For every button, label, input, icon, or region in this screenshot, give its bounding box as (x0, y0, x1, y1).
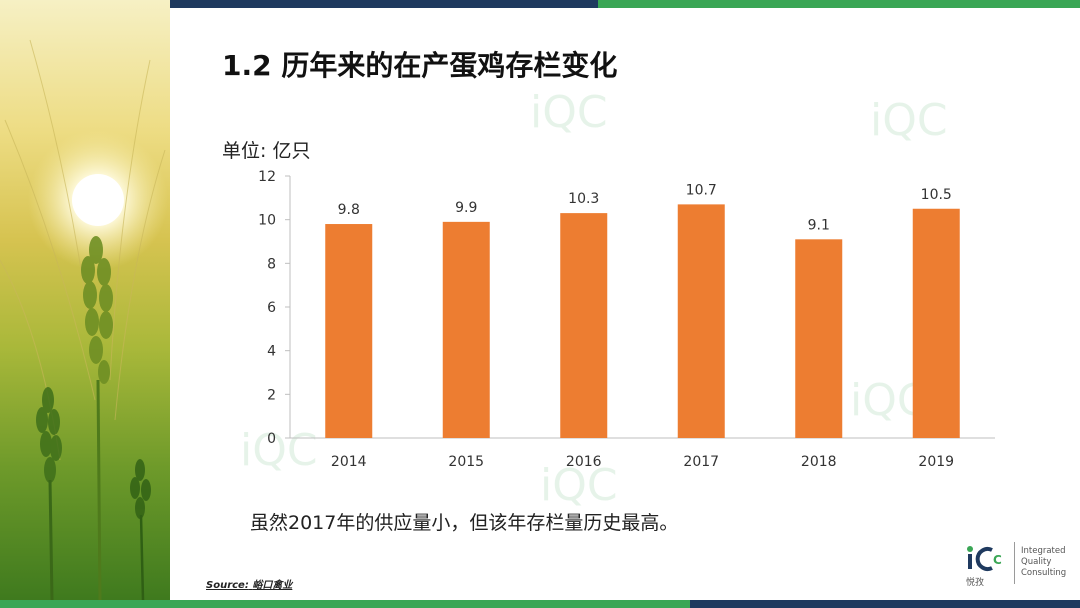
slide-title: 1.2 历年来的在产蛋鸡存栏变化 (222, 49, 618, 82)
watermark-logo: iQC (540, 460, 618, 511)
bar-2014 (325, 224, 373, 438)
top-accent-bar-navy (170, 0, 598, 8)
x-tick-label-2017: 2017 (683, 454, 719, 470)
chart-caption: 虽然2017年的供应量小，但该年存栏量历史最高。 (250, 512, 679, 534)
x-tick-label-2016: 2016 (566, 454, 602, 470)
chart-labels: 9.8 2014 9.9 2015 10.3 2016 10.7 2017 9.1 2018 10.… (331, 182, 954, 470)
y-tick-label: 2 (267, 387, 276, 403)
svg-text:iQC: iQC (540, 460, 618, 511)
wheat-field-image (0, 0, 170, 600)
watermark-logo: iQC (870, 95, 948, 146)
svg-text:C: C (993, 553, 1002, 567)
data-label-2017: 10.7 (686, 182, 717, 198)
svg-text:iQC: iQC (530, 87, 608, 138)
y-tick-label: 10 (258, 213, 276, 229)
company-logo: C 悦孜 Integrated Quality Consulting (960, 538, 1075, 588)
y-tick-label: 4 (267, 344, 276, 360)
source-prefix: Source: (206, 580, 249, 591)
y-tick-label: 0 (267, 431, 276, 447)
unit-label: 单位: 亿只 (222, 140, 311, 162)
top-accent-bar-green (598, 0, 1080, 8)
iqc-logo-icon: C (967, 546, 1002, 571)
logo-line-2: Quality (1021, 557, 1052, 567)
x-tick-label-2018: 2018 (801, 454, 837, 470)
logo-divider (1014, 542, 1015, 584)
logo-text: Integrated Quality Consulting (1021, 546, 1066, 579)
logo-chinese-name: 悦孜 (966, 578, 985, 588)
wheat-illustration (0, 39, 168, 600)
source-note: Source: 峪口禽业 (206, 576, 292, 591)
bar-2017 (677, 204, 725, 438)
x-tick-label-2015: 2015 (448, 454, 484, 470)
bar-chart: 0 2 4 6 8 10 12 9.8 2014 9.9 2015 10.3 2016 10.7 2017… (258, 169, 995, 470)
data-label-2019: 10.5 (921, 187, 952, 203)
logo-line-3: Consulting (1021, 568, 1067, 578)
data-label-2016: 10.3 (568, 191, 599, 207)
y-tick-label: 6 (267, 300, 276, 316)
bar-2016 (560, 213, 608, 438)
chart-bars (325, 204, 960, 438)
bottom-accent-bar-navy (690, 600, 1080, 608)
watermark-logo: iQC (530, 87, 608, 138)
y-tick-label: 8 (267, 256, 276, 272)
source-name: 峪口禽业 (252, 580, 293, 591)
data-label-2018: 9.1 (808, 217, 830, 233)
y-tick-label: 12 (258, 169, 276, 185)
x-tick-label-2019: 2019 (918, 454, 954, 470)
chart-axes: 0 2 4 6 8 10 12 (258, 169, 995, 447)
logo-line-1: Integrated (1021, 546, 1066, 556)
data-label-2014: 9.8 (338, 202, 360, 218)
data-label-2015: 9.9 (455, 200, 477, 216)
svg-text:iQC: iQC (240, 425, 318, 476)
svg-text:iQC: iQC (870, 95, 948, 146)
watermark-logo: iQC (240, 425, 318, 476)
bar-2018 (795, 239, 843, 438)
bottom-accent-bar-green (0, 600, 690, 608)
bar-2015 (442, 221, 490, 438)
x-tick-label-2014: 2014 (331, 454, 367, 470)
bar-2019 (912, 208, 960, 438)
